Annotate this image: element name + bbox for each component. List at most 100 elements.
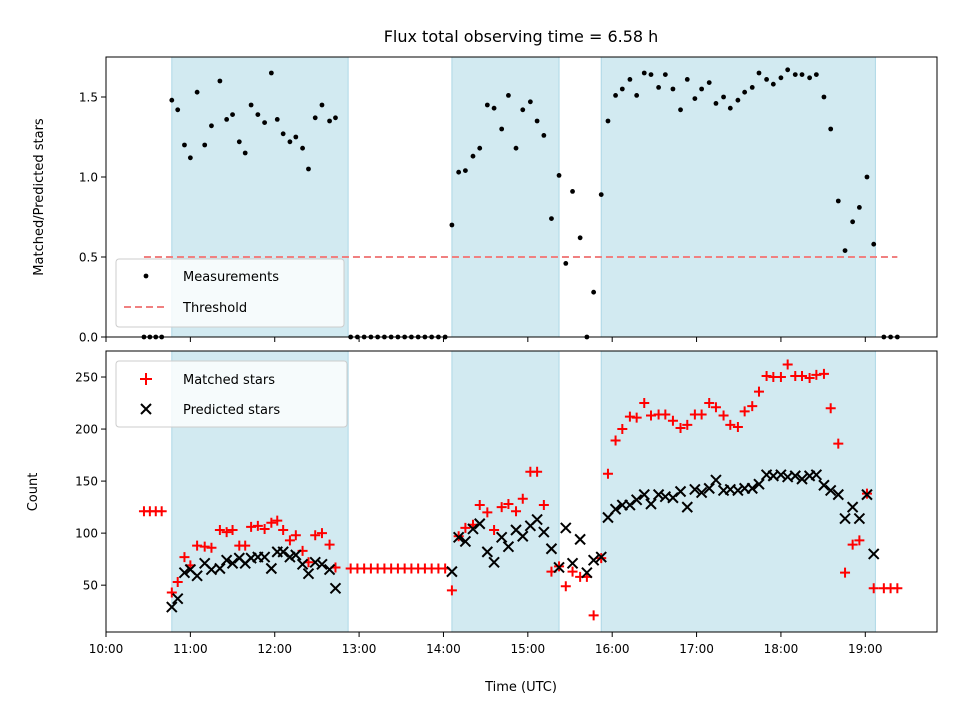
measurement-point: [527, 99, 533, 105]
y-tick-label: 150: [75, 475, 98, 489]
predicted-star-point: [846, 501, 859, 513]
predicted-star-point: [681, 501, 693, 513]
measurement-point: [871, 241, 877, 247]
predicted-star-point: [818, 479, 830, 491]
measurement-point: [484, 102, 490, 108]
predicted-star-point: [566, 557, 579, 570]
matched-star-point: [704, 398, 715, 409]
predicted-star-point: [220, 554, 233, 566]
measurement-point: [280, 131, 286, 137]
predicted-star-point: [329, 582, 342, 594]
matched-star-point: [199, 541, 210, 552]
predicted-star-point: [191, 570, 203, 582]
matched-star-point: [482, 507, 493, 518]
predicted-star-point: [710, 474, 722, 486]
predicted-star-point: [587, 554, 600, 566]
x-tick-label: 15:00: [511, 642, 546, 656]
y-axis-ticks: 0.0 0.5 1.0 1.5: [79, 91, 106, 345]
measurement-point: [648, 72, 654, 77]
predicted-star-point: [796, 473, 808, 485]
measurement-point: [470, 153, 476, 159]
measurement-point: [563, 261, 569, 266]
predicted-star-point: [824, 484, 837, 497]
measurement-point: [477, 145, 483, 151]
y-tick-label: 0.5: [79, 251, 98, 265]
y-tick-label: 1.0: [79, 171, 98, 185]
matched-star-point: [747, 401, 758, 412]
measurement-point: [856, 205, 862, 210]
measurement-point: [506, 93, 511, 98]
predicted-star-point: [853, 512, 866, 525]
measurement-point: [706, 80, 712, 85]
measurement-point: [799, 72, 805, 77]
measurement-point: [570, 189, 575, 194]
measurement-point: [735, 97, 741, 103]
measurement-point: [462, 168, 468, 174]
measurement-point: [248, 102, 254, 108]
x-tick-label: 19:00: [848, 642, 883, 656]
observing-interval: [451, 56, 560, 338]
matched-star-point: [833, 438, 844, 449]
predicted-star-point: [674, 485, 687, 498]
measurement-point: [187, 155, 193, 161]
predicted-star-point: [178, 566, 191, 579]
measurement-point: [262, 120, 268, 125]
predicted-star-point: [652, 488, 665, 501]
matched-star-point: [511, 506, 522, 517]
matched-star-point: [496, 502, 507, 513]
predicted-star-point: [309, 556, 321, 568]
x-tick-label: 17:00: [679, 642, 714, 656]
matched-star-point: [797, 370, 808, 381]
matched-star-point: [272, 515, 283, 526]
measurement-point: [605, 118, 611, 124]
matched-star-point: [240, 540, 251, 551]
y-tick-label: 100: [75, 527, 98, 541]
matched-star-point: [840, 567, 851, 578]
matched-star-point: [290, 530, 301, 541]
matched-star-point: [631, 412, 642, 423]
observing-interval: [600, 56, 876, 338]
matched-star-point: [192, 540, 203, 551]
matched-star-point: [156, 506, 167, 517]
predicted-star-point: [474, 518, 486, 530]
predicted-star-point: [695, 486, 708, 499]
predicted-star-point: [488, 556, 500, 568]
legend: Matched stars Predicted stars: [115, 360, 348, 428]
matched-star-point: [667, 415, 678, 426]
measurement-point: [549, 216, 554, 222]
predicted-legend-marker: [140, 403, 152, 415]
x-tick-label: 10:00: [89, 642, 124, 656]
chart-title: Flux total observing time = 6.58 h: [384, 27, 659, 46]
measurement-point: [209, 123, 214, 129]
measurement-point: [850, 219, 856, 225]
matched-star-point: [489, 525, 500, 536]
measurement-point: [641, 70, 647, 76]
matched-star-point: [324, 539, 335, 550]
predicted-star-point: [172, 592, 184, 605]
measurement-point: [577, 235, 583, 241]
measurement-point: [556, 173, 562, 178]
measurement-point: [807, 75, 813, 81]
matched-star-point: [221, 527, 232, 538]
measurement-point: [613, 93, 618, 98]
matched-star-point: [854, 535, 865, 546]
measurement-point: [842, 248, 848, 254]
x-axis-ticks: [105, 337, 866, 342]
matched-star-point: [310, 530, 321, 541]
predicted-star-point: [495, 531, 508, 544]
matched-star-point: [602, 468, 613, 479]
measurement-point: [656, 85, 661, 90]
measurement-point: [224, 117, 230, 122]
matched-star-point: [847, 539, 858, 550]
predicted-star-point: [810, 469, 823, 481]
matched-star-point: [825, 403, 836, 414]
predicted-star-point: [452, 531, 465, 544]
matched-star-point: [682, 419, 693, 430]
measurement-point: [534, 118, 540, 124]
predicted-star-point: [630, 494, 643, 506]
predicted-star-point: [316, 558, 328, 571]
predicted-star-point: [753, 478, 765, 490]
measurement-point: [619, 86, 625, 92]
predicted-star-point: [560, 522, 572, 534]
